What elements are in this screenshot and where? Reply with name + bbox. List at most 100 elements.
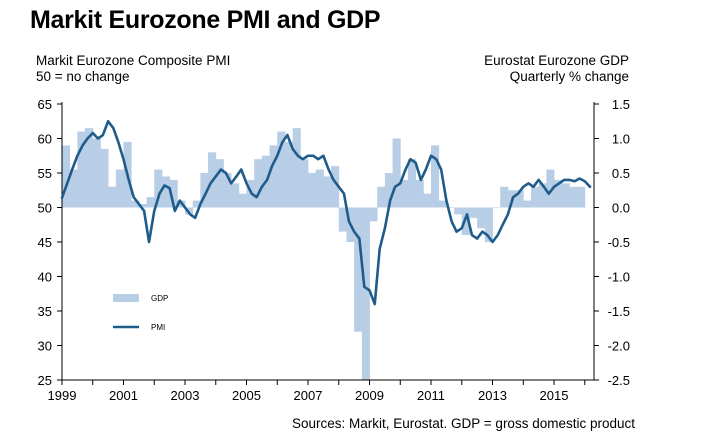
gdp-bar <box>454 207 463 215</box>
left-tick-label: 45 <box>38 235 52 250</box>
gdp-bar <box>530 186 540 208</box>
legend-pmi-label: PMI <box>151 323 165 332</box>
right-tick-label: 1.0 <box>612 132 630 147</box>
gdp-bar <box>338 207 347 232</box>
gdp-bar <box>169 179 178 208</box>
gdp-bar <box>392 138 401 208</box>
right-tick-label: 0.5 <box>612 166 630 181</box>
left-tick-label: 35 <box>38 304 52 319</box>
legend-gdp-label: GDP <box>151 294 168 303</box>
left-tick-label: 55 <box>38 166 52 181</box>
right-tick-label: -1.0 <box>608 270 630 285</box>
x-tick-label: 2009 <box>355 388 384 403</box>
gdp-bar <box>138 204 147 208</box>
gdp-bar <box>62 145 71 208</box>
gdp-bar <box>77 131 86 208</box>
right-axis-title: Eurostat Eurozone GDP Quarterly % change <box>484 53 629 85</box>
gdp-bar <box>308 173 317 208</box>
gdp-bar <box>231 183 240 208</box>
gdp-bar <box>115 169 124 208</box>
right-axis-label-line1: Eurostat Eurozone GDP <box>484 53 629 68</box>
gdp-bar <box>461 207 470 236</box>
left-tick-label: 25 <box>38 373 52 388</box>
gdp-bar <box>569 186 578 208</box>
left-axis-label-line1: Markit Eurozone Composite PMI <box>36 53 231 68</box>
gdp-bar <box>431 145 440 208</box>
axes: 65 60 55 50 45 40 35 30 25 1.5 1.0 0.5 0.0 -0.5 -1.0 -1… <box>38 97 630 403</box>
right-tick-label: 0.0 <box>612 201 630 216</box>
gdp-bar <box>546 169 555 208</box>
gdp-bar <box>538 183 547 208</box>
gdp-bar <box>161 176 171 208</box>
gdp-bar <box>331 166 340 208</box>
left-axis-label-line2: 50 = no change <box>36 69 130 84</box>
gdp-bar <box>484 207 493 242</box>
x-tick-label: 1999 <box>48 388 77 403</box>
gdp-bar <box>131 200 140 208</box>
gdp-bar <box>469 207 478 218</box>
gdp-bar <box>315 169 324 208</box>
chart-title: Markit Eurozone PMI and GDP <box>30 6 381 34</box>
right-tick-label: -2.0 <box>608 339 630 354</box>
gdp-bar <box>215 159 224 208</box>
right-tick-label: -0.5 <box>608 235 630 250</box>
gdp-bar <box>69 169 78 208</box>
gdp-bar <box>423 193 432 208</box>
gdp-bars <box>62 128 586 380</box>
pmi-line <box>60 119 592 306</box>
gdp-bar <box>577 186 586 208</box>
x-tick-label: 2013 <box>478 388 507 403</box>
gdp-bar <box>361 207 370 380</box>
gdp-bar <box>415 179 424 208</box>
legend: GDP PMI <box>113 294 168 332</box>
gdp-bar <box>254 159 263 208</box>
gdp-bar <box>400 179 409 208</box>
gdp-bar <box>108 186 117 208</box>
left-tick-label: 60 <box>38 132 52 147</box>
gdp-bar <box>85 128 94 208</box>
left-tick-label: 65 <box>38 97 52 112</box>
gdp-bar <box>238 193 247 208</box>
gdp-bar <box>354 207 363 332</box>
x-tick-label: 2015 <box>540 388 569 403</box>
x-tick-label: 2011 <box>417 388 445 403</box>
gdp-bar <box>523 200 532 208</box>
gdp-bar <box>200 173 209 208</box>
right-tick-label: -1.5 <box>608 304 630 319</box>
x-tick-label: 2003 <box>171 388 200 403</box>
gdp-bar <box>223 173 232 208</box>
gdp-bar <box>515 190 524 208</box>
gdp-bar <box>377 186 386 208</box>
gdp-bar <box>446 207 455 208</box>
gdp-bar <box>192 200 201 208</box>
legend-gdp-swatch <box>113 294 139 302</box>
gdp-bar <box>554 179 563 208</box>
x-tick-label: 2001 <box>109 388 138 403</box>
gdp-bar <box>500 186 509 208</box>
gdp-bar <box>477 207 486 229</box>
gdp-bar <box>407 159 417 208</box>
left-tick-label: 50 <box>38 201 52 216</box>
gdp-bar <box>300 159 309 208</box>
right-axis-label-line2: Quarterly % change <box>509 69 629 84</box>
gdp-bar <box>369 207 378 222</box>
x-tick-label: 2007 <box>294 388 323 403</box>
gdp-bar <box>92 138 101 208</box>
gdp-bar <box>492 207 501 208</box>
left-tick-label: 40 <box>38 270 52 285</box>
source-note: Sources: Markit, Eurostat. GDP = gross d… <box>291 416 635 431</box>
gdp-bar <box>154 169 163 208</box>
gdp-bar <box>292 128 301 208</box>
left-axis-title: Markit Eurozone Composite PMI 50 = no ch… <box>36 53 230 85</box>
gdp-bar <box>100 148 109 208</box>
gdp-bar <box>384 173 393 208</box>
gdp-bar <box>323 176 332 208</box>
left-tick-label: 30 <box>38 339 52 354</box>
right-tick-label: -2.5 <box>608 373 630 388</box>
gdp-bar <box>277 131 286 208</box>
x-tick-label: 2005 <box>232 388 261 403</box>
right-tick-label: 1.5 <box>612 97 630 112</box>
gdp-bar <box>269 145 278 208</box>
gdp-bar <box>284 141 294 208</box>
